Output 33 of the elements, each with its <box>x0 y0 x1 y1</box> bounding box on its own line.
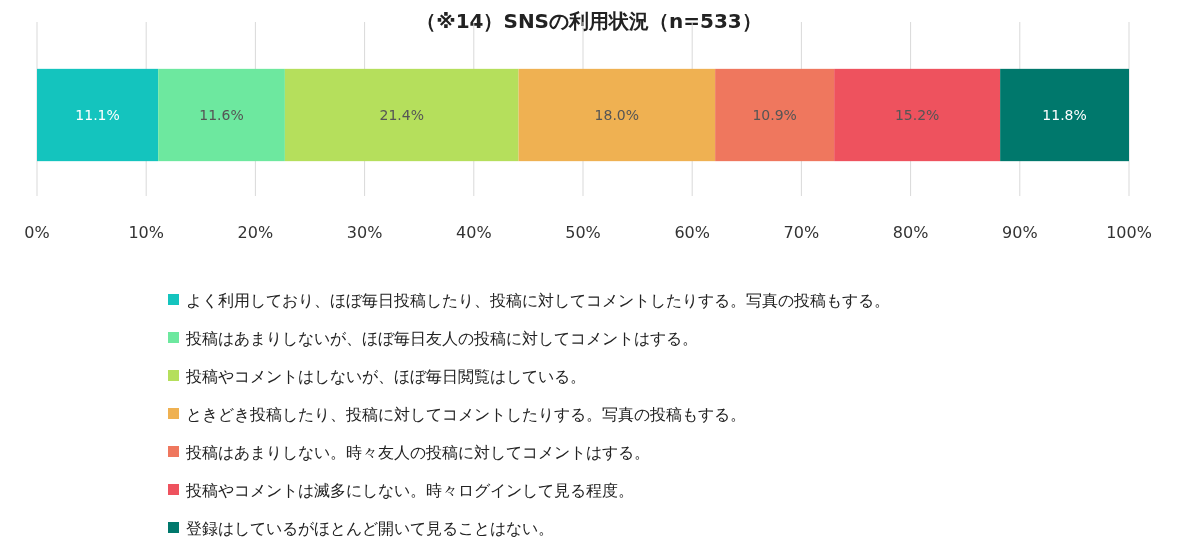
data-label: 10.9% <box>752 106 797 123</box>
legend-label: 投稿はあまりしないが、ほぼ毎日友人の投稿に対してコメントはする。 <box>185 328 698 348</box>
legend-label: よく利用しており、ほぼ毎日投稿したり、投稿に対してコメントしたりする。写真の投稿もする。 <box>186 290 890 310</box>
x-tick-label: 30% <box>346 223 383 242</box>
data-label: 15.2% <box>894 106 940 123</box>
x-tick-label: 70% <box>783 223 820 242</box>
bar <box>158 68 285 162</box>
x-tick-label: 80% <box>892 223 929 242</box>
data-label: 21.4% <box>379 106 424 123</box>
bar <box>518 68 716 162</box>
x-tick-label: 60% <box>674 223 710 242</box>
chart-title: （※14）SNSの利用状況（n=533） <box>416 9 762 33</box>
x-tick-label: 20% <box>237 223 274 242</box>
bar <box>284 68 519 162</box>
bar <box>1000 68 1129 162</box>
legend-label: 投稿はあまりしない。時々友人の投稿に対してコメントはする。 <box>185 442 650 462</box>
x-tick-label: 0% <box>24 223 50 242</box>
legend-label: 投稿やコメントはしないが、ほぼ毎日閲覧はしている。 <box>185 366 586 386</box>
x-tick-label: 10% <box>128 223 164 242</box>
data-label: 11.1% <box>75 106 120 123</box>
bar <box>834 68 1001 162</box>
legend-label: 投稿やコメントは滅多にしない。時々ログインして見る程度。 <box>185 480 634 500</box>
x-tick-label: 100% <box>1106 223 1152 242</box>
x-tick-label: 90% <box>1002 223 1038 242</box>
data-label: 11.6% <box>199 106 244 123</box>
data-label: 18.0% <box>594 106 640 123</box>
legend-label: ときどき投稿したり、投稿に対してコメントしたりする。写真の投稿もする。 <box>186 404 746 424</box>
data-label: 11.8% <box>1042 106 1087 123</box>
bar <box>715 68 835 162</box>
legend-label: 登録はしているがほとんど開いて見ることはない。 <box>186 518 554 538</box>
x-tick-label: 50% <box>565 223 601 242</box>
x-tick-label: 40% <box>456 223 492 242</box>
bar <box>37 68 159 162</box>
